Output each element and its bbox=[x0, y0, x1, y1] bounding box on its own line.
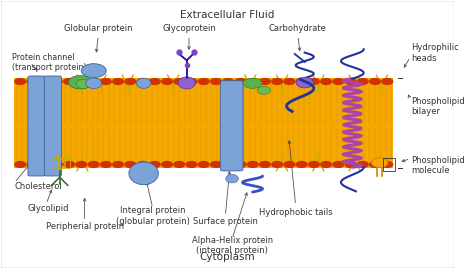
Circle shape bbox=[161, 161, 173, 168]
Bar bbox=[14, 78, 393, 168]
Circle shape bbox=[100, 78, 112, 85]
Circle shape bbox=[27, 78, 38, 85]
Circle shape bbox=[296, 78, 308, 85]
Circle shape bbox=[345, 161, 356, 168]
Circle shape bbox=[283, 78, 295, 85]
Circle shape bbox=[369, 161, 381, 168]
Circle shape bbox=[198, 78, 210, 85]
Ellipse shape bbox=[81, 64, 106, 77]
Text: Hydrophobic tails: Hydrophobic tails bbox=[259, 208, 332, 217]
Circle shape bbox=[137, 78, 148, 85]
FancyBboxPatch shape bbox=[0, 1, 455, 268]
Circle shape bbox=[173, 161, 185, 168]
Circle shape bbox=[100, 161, 112, 168]
Ellipse shape bbox=[243, 78, 262, 88]
Circle shape bbox=[308, 161, 320, 168]
Circle shape bbox=[345, 78, 356, 85]
Text: Extracellular Fluid: Extracellular Fluid bbox=[181, 10, 275, 20]
Bar bbox=[383, 158, 395, 171]
Circle shape bbox=[14, 78, 26, 85]
Circle shape bbox=[112, 161, 124, 168]
Text: Peripherial protein: Peripherial protein bbox=[46, 222, 124, 231]
Circle shape bbox=[382, 78, 393, 85]
Circle shape bbox=[137, 161, 148, 168]
Circle shape bbox=[357, 161, 369, 168]
Circle shape bbox=[88, 161, 100, 168]
Circle shape bbox=[125, 78, 136, 85]
Text: Protein channel
(transport protein): Protein channel (transport protein) bbox=[12, 52, 87, 72]
Circle shape bbox=[369, 78, 381, 85]
Ellipse shape bbox=[178, 77, 195, 89]
Circle shape bbox=[210, 78, 222, 85]
Circle shape bbox=[112, 78, 124, 85]
Circle shape bbox=[296, 161, 308, 168]
Circle shape bbox=[382, 161, 393, 168]
FancyBboxPatch shape bbox=[28, 76, 45, 176]
Bar bbox=[53, 158, 58, 168]
Circle shape bbox=[75, 161, 87, 168]
Circle shape bbox=[271, 161, 283, 168]
Circle shape bbox=[75, 78, 87, 85]
Circle shape bbox=[27, 161, 38, 168]
Circle shape bbox=[271, 78, 283, 85]
Circle shape bbox=[161, 78, 173, 85]
Text: Surface protein: Surface protein bbox=[193, 217, 258, 226]
Ellipse shape bbox=[68, 76, 92, 89]
Text: Glycoprotein: Glycoprotein bbox=[162, 24, 216, 33]
Circle shape bbox=[372, 158, 388, 168]
Circle shape bbox=[88, 78, 100, 85]
Circle shape bbox=[125, 161, 136, 168]
Text: Alpha-Helix protein
(integral protein): Alpha-Helix protein (integral protein) bbox=[191, 236, 273, 255]
Text: Integral protein
(globular protein): Integral protein (globular protein) bbox=[116, 206, 190, 226]
Ellipse shape bbox=[296, 77, 313, 88]
Text: Cholesterol: Cholesterol bbox=[14, 182, 62, 191]
Text: Carbohydrate: Carbohydrate bbox=[269, 24, 327, 33]
Circle shape bbox=[235, 78, 246, 85]
FancyBboxPatch shape bbox=[44, 76, 62, 176]
Circle shape bbox=[39, 161, 51, 168]
Ellipse shape bbox=[129, 162, 158, 185]
Circle shape bbox=[283, 161, 295, 168]
Text: Phospholipid
molecule: Phospholipid molecule bbox=[411, 155, 465, 175]
Bar bbox=[59, 158, 64, 168]
Bar bbox=[64, 158, 70, 168]
Text: Phospholipid
bilayer: Phospholipid bilayer bbox=[411, 97, 465, 116]
Circle shape bbox=[39, 78, 51, 85]
Circle shape bbox=[247, 161, 259, 168]
Circle shape bbox=[308, 78, 320, 85]
Text: Glycolipid: Glycolipid bbox=[28, 204, 69, 213]
Ellipse shape bbox=[76, 79, 90, 89]
Text: Cytoplasm: Cytoplasm bbox=[200, 252, 255, 262]
Circle shape bbox=[320, 161, 332, 168]
Circle shape bbox=[63, 161, 75, 168]
Text: Globular protein: Globular protein bbox=[64, 24, 133, 33]
Ellipse shape bbox=[226, 174, 238, 183]
Circle shape bbox=[332, 161, 344, 168]
Circle shape bbox=[198, 161, 210, 168]
Circle shape bbox=[149, 161, 161, 168]
Circle shape bbox=[247, 78, 259, 85]
Circle shape bbox=[222, 161, 234, 168]
Ellipse shape bbox=[257, 86, 271, 94]
Circle shape bbox=[51, 78, 63, 85]
Circle shape bbox=[186, 161, 197, 168]
Circle shape bbox=[222, 78, 234, 85]
Circle shape bbox=[357, 78, 369, 85]
Circle shape bbox=[63, 78, 75, 85]
Circle shape bbox=[149, 78, 161, 85]
Text: Hydrophilic
heads: Hydrophilic heads bbox=[411, 43, 459, 63]
Circle shape bbox=[14, 161, 26, 168]
Circle shape bbox=[210, 161, 222, 168]
Circle shape bbox=[235, 161, 246, 168]
Circle shape bbox=[332, 78, 344, 85]
FancyBboxPatch shape bbox=[220, 81, 243, 171]
Circle shape bbox=[259, 78, 271, 85]
Circle shape bbox=[320, 78, 332, 85]
Circle shape bbox=[186, 78, 197, 85]
Ellipse shape bbox=[137, 78, 151, 88]
Ellipse shape bbox=[86, 78, 101, 89]
Circle shape bbox=[173, 78, 185, 85]
Circle shape bbox=[51, 161, 63, 168]
Circle shape bbox=[259, 161, 271, 168]
